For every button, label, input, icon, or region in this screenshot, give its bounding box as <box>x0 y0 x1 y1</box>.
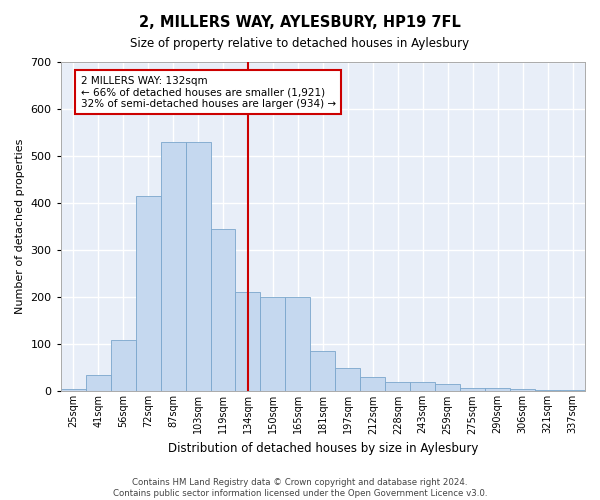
Bar <box>385 382 410 392</box>
Bar <box>110 340 136 392</box>
Bar <box>485 388 510 392</box>
Text: Size of property relative to detached houses in Aylesbury: Size of property relative to detached ho… <box>130 38 470 51</box>
Y-axis label: Number of detached properties: Number of detached properties <box>15 139 25 314</box>
Bar <box>161 142 185 392</box>
Text: Contains HM Land Registry data © Crown copyright and database right 2024.
Contai: Contains HM Land Registry data © Crown c… <box>113 478 487 498</box>
Bar <box>535 390 560 392</box>
X-axis label: Distribution of detached houses by size in Aylesbury: Distribution of detached houses by size … <box>167 442 478 455</box>
Text: 2, MILLERS WAY, AYLESBURY, HP19 7FL: 2, MILLERS WAY, AYLESBURY, HP19 7FL <box>139 15 461 30</box>
Bar <box>560 390 585 392</box>
Bar <box>335 368 361 392</box>
Bar <box>136 196 161 392</box>
Bar <box>361 378 385 392</box>
Bar <box>235 292 260 392</box>
Bar <box>61 389 86 392</box>
Bar <box>460 388 485 392</box>
Bar <box>260 297 286 392</box>
Bar <box>185 142 211 392</box>
Bar <box>310 352 335 392</box>
Bar <box>211 229 235 392</box>
Bar <box>286 297 310 392</box>
Bar <box>410 382 435 392</box>
Bar <box>510 389 535 392</box>
Text: 2 MILLERS WAY: 132sqm
← 66% of detached houses are smaller (1,921)
32% of semi-d: 2 MILLERS WAY: 132sqm ← 66% of detached … <box>80 76 336 109</box>
Bar <box>86 375 110 392</box>
Bar <box>435 384 460 392</box>
